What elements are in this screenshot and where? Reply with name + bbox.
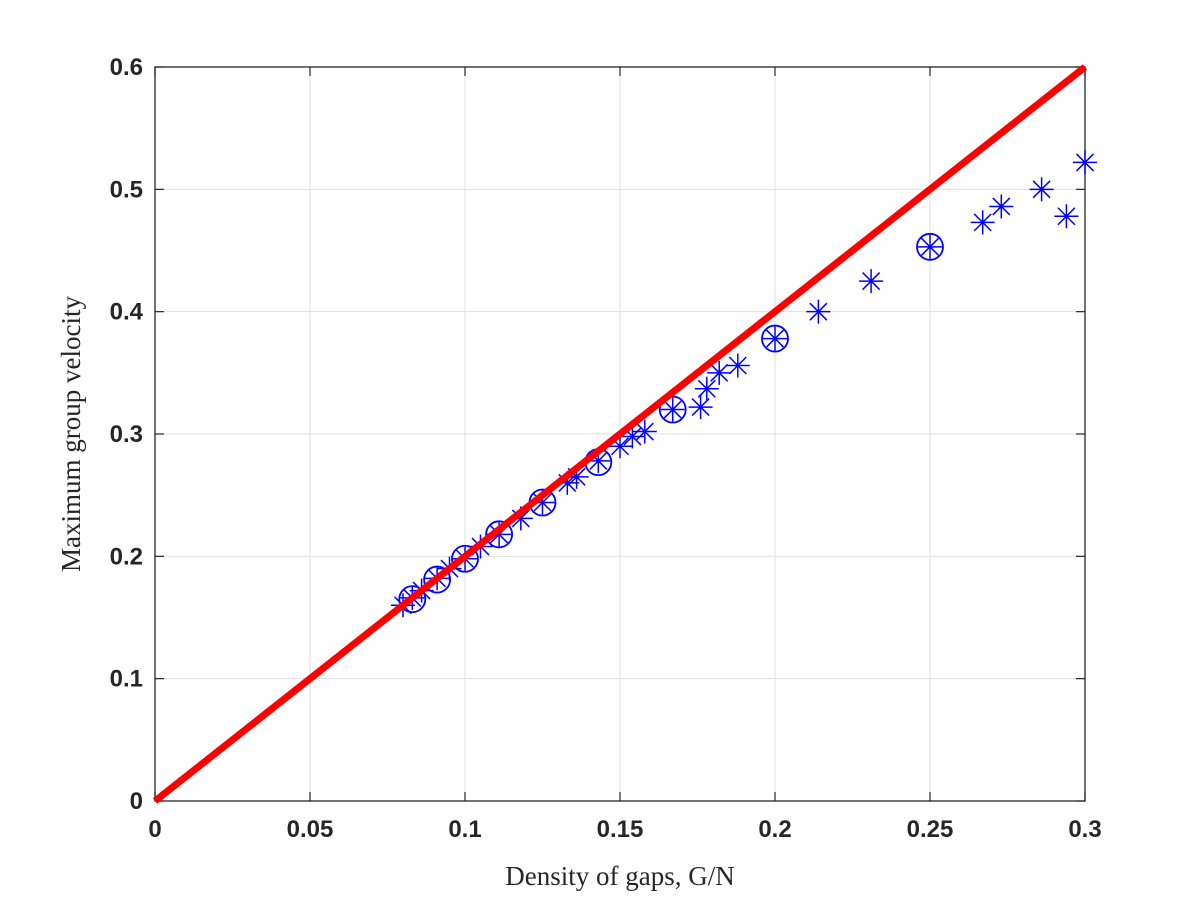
x-tick-label: 0.05: [287, 816, 334, 843]
circle-marker: [398, 585, 427, 614]
y-tick-label: 0.5: [110, 176, 143, 203]
asterisk-stroke: [635, 422, 654, 441]
x-tick-label: 0.15: [597, 816, 644, 843]
asterisk-stroke: [589, 451, 608, 470]
asterisk-marker: [725, 353, 750, 378]
line-series: [152, 64, 1088, 804]
asterisk-stroke: [533, 493, 552, 512]
x-tick-label: 0.1: [448, 816, 481, 843]
asterisk-marker: [660, 397, 685, 422]
asterisk-stroke: [920, 237, 940, 256]
y-tick-label: 0: [130, 788, 143, 815]
asterisk-marker: [989, 194, 1014, 219]
asterisk-marker: [763, 326, 787, 351]
asterisk-stroke: [862, 272, 881, 291]
asterisk-marker: [688, 395, 713, 420]
asterisk-stroke: [511, 509, 530, 528]
asterisk-stroke: [728, 356, 747, 375]
circle-marker: [451, 544, 479, 573]
asterisk-stroke: [710, 363, 729, 382]
x-axis-label: Density of gaps, G/N: [505, 861, 734, 891]
asterisk-stroke: [809, 302, 828, 321]
plot-frame: [154, 66, 1086, 802]
asterisk-marker: [694, 376, 719, 401]
y-tick-label: 0.1: [110, 666, 143, 693]
asterisk-marker: [1073, 150, 1097, 175]
circle-marker: [423, 565, 452, 594]
asterisk-marker: [1054, 204, 1079, 229]
asterisk-stroke: [623, 427, 642, 446]
y-tick-label: 0.3: [110, 421, 143, 448]
circle-marker: [916, 232, 944, 261]
x-tick-label: 0.3: [1068, 816, 1101, 843]
asterisk-stroke: [992, 197, 1011, 216]
asterisk-marker: [632, 419, 657, 444]
asterisk-stroke: [1057, 207, 1076, 226]
asterisk-stroke: [691, 398, 710, 417]
asterisk-stroke: [973, 213, 992, 232]
asterisk-stroke: [697, 379, 716, 398]
asterisk-marker: [859, 269, 884, 294]
asterisk-stroke: [610, 437, 630, 456]
x-tick-label: 0.25: [907, 816, 954, 843]
asterisk-stroke: [1032, 180, 1051, 199]
x-tick-label: 0.2: [758, 816, 791, 843]
y-axis-label: Maximum group velocity: [56, 296, 86, 572]
circle-marker: [761, 324, 789, 353]
asterisk-stroke: [765, 329, 785, 348]
asterisk-marker: [970, 210, 995, 235]
x-tick-label: 0: [148, 816, 161, 843]
asterisk-marker: [918, 234, 942, 259]
asterisk-marker: [806, 299, 831, 324]
y-tick-label: 0.4: [110, 299, 144, 326]
y-tick-label: 0.2: [110, 543, 143, 570]
asterisk-marker: [707, 360, 732, 385]
asterisk-stroke: [1075, 153, 1095, 172]
asterisk-stroke: [567, 467, 586, 486]
y-tick-label: 0.6: [110, 54, 143, 81]
asterisk-marker: [1029, 177, 1054, 202]
asterisk-stroke: [663, 400, 682, 419]
circle-marker: [485, 520, 514, 549]
